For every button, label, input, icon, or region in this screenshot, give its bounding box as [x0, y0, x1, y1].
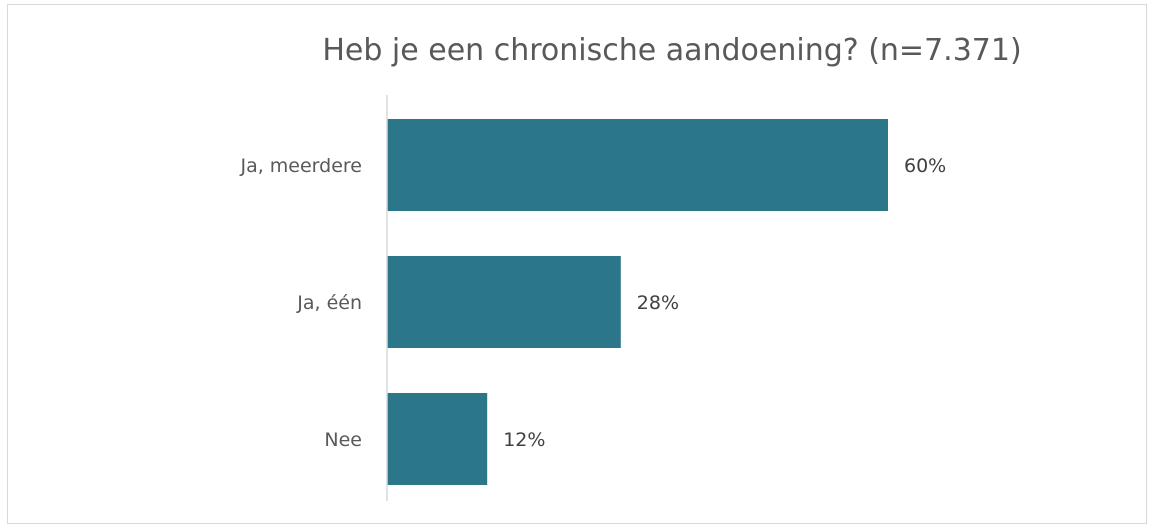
category-label-0: Ja, meerdere: [239, 155, 362, 177]
value-label-2: 12%: [503, 429, 545, 451]
value-label-1: 28%: [637, 292, 679, 314]
category-label-1: Ja, één: [296, 292, 362, 314]
chart-title: Heb je een chronische aandoening? (n=7.3…: [322, 33, 1021, 68]
bar-1: [387, 256, 621, 348]
bar-chart: Heb je een chronische aandoening? (n=7.3…: [239, 33, 1022, 501]
bar-0: [387, 119, 888, 211]
value-label-0: 60%: [904, 155, 946, 177]
bars-layer: Ja, meerdere 60% Ja, één 28% Nee 12%: [239, 119, 946, 485]
category-label-2: Nee: [324, 429, 362, 451]
bar-2: [387, 393, 488, 485]
